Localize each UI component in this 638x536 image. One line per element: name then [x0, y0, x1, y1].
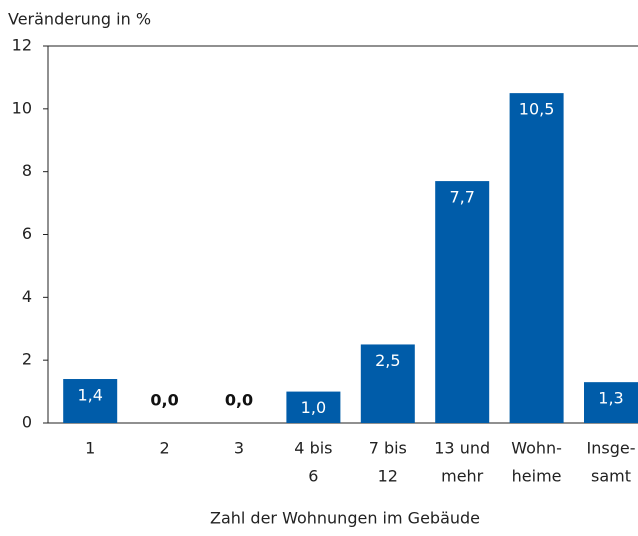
x-tick-label: 3	[234, 439, 244, 458]
value-label: 0,0	[150, 391, 178, 410]
y-tick-label: 2	[22, 350, 32, 369]
value-label: 10,5	[519, 100, 555, 119]
value-label: 1,4	[77, 386, 102, 405]
y-tick-label: 0	[22, 413, 32, 432]
value-label: 1,0	[301, 398, 326, 417]
value-label: 2,5	[375, 351, 400, 370]
x-tick-label: 12	[378, 467, 398, 486]
x-axis-label: Zahl der Wohnungen im Gebäude	[210, 509, 480, 528]
value-label: 1,3	[598, 389, 623, 408]
bar	[584, 382, 638, 423]
x-tick-label: Insge-	[587, 439, 636, 458]
y-tick-label: 12	[12, 36, 32, 55]
y-tick-label: 4	[22, 287, 32, 306]
x-tick-label: 2	[160, 439, 170, 458]
x-tick-label: heime	[512, 467, 562, 486]
x-tick-label: 7 bis	[369, 439, 407, 458]
bar	[435, 181, 490, 423]
bar	[286, 391, 341, 423]
x-tick-label: 4 bis	[294, 439, 332, 458]
value-label: 0,0	[225, 391, 253, 410]
y-axis-label: Veränderung in %	[8, 10, 151, 29]
value-label: 7,7	[449, 188, 474, 207]
bar	[63, 379, 118, 423]
x-tick-label: samt	[591, 467, 631, 486]
x-tick-label: 6	[308, 467, 318, 486]
x-tick-label: 1	[85, 439, 95, 458]
y-tick-label: 8	[22, 161, 32, 180]
y-tick-label: 6	[22, 224, 32, 243]
bar	[360, 344, 415, 423]
x-tick-label: 13 und	[434, 439, 490, 458]
y-tick-label: 10	[12, 98, 32, 117]
bar	[509, 93, 564, 423]
x-tick-label: mehr	[441, 467, 484, 486]
x-tick-label: Wohn-	[511, 439, 562, 458]
